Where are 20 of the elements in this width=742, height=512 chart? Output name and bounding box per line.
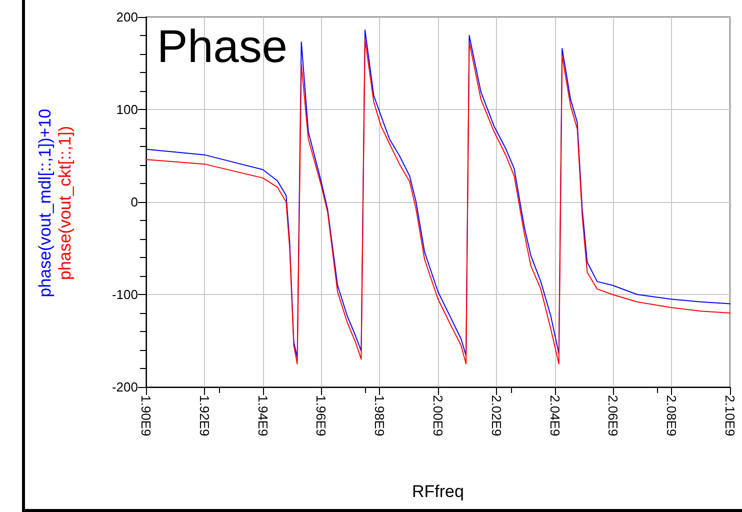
y-tick-label: 0 bbox=[130, 194, 138, 210]
x-axis-title: RFfreq bbox=[412, 482, 464, 501]
x-tick-label: 2.08E9 bbox=[664, 395, 680, 436]
x-tick-label: 1.96E9 bbox=[314, 395, 329, 436]
x-tick-label: 1.92E9 bbox=[196, 395, 212, 436]
x-tick-label: 1.94E9 bbox=[255, 395, 270, 436]
text: phase(vout_mdl[::,1])+10 bbox=[36, 108, 54, 298]
x-tick-label: 1.90E9 bbox=[138, 395, 154, 436]
chart-title: Phase bbox=[157, 20, 288, 72]
y-tick-label: -200 bbox=[112, 380, 138, 394]
x-tick-label: 1.98E9 bbox=[372, 395, 388, 436]
y-tick-label: 200 bbox=[116, 10, 138, 24]
x-tick-label: 2.00E9 bbox=[430, 395, 446, 436]
text: phase(vout_ckt[::,1]) bbox=[56, 126, 74, 280]
x-tick-label: 2.10E9 bbox=[722, 395, 738, 436]
y-tick-label: 100 bbox=[116, 102, 138, 117]
y-tick-label: -100 bbox=[112, 287, 138, 302]
x-tick-label: 2.06E9 bbox=[606, 395, 621, 436]
x-tick-label: 2.04E9 bbox=[547, 395, 562, 436]
x-tick-label: 2.02E9 bbox=[488, 395, 504, 436]
